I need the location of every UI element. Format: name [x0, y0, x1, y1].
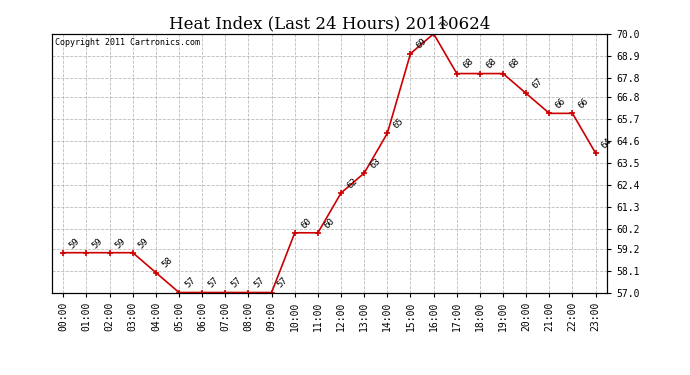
Text: 70: 70 [437, 17, 452, 31]
Text: 57: 57 [253, 276, 266, 290]
Text: 66: 66 [553, 97, 567, 111]
Text: 69: 69 [415, 37, 428, 51]
Text: 67: 67 [531, 77, 544, 91]
Text: 57: 57 [276, 276, 290, 290]
Text: 58: 58 [160, 256, 174, 270]
Text: 57: 57 [184, 276, 197, 290]
Text: 63: 63 [368, 156, 382, 170]
Text: 59: 59 [137, 236, 151, 250]
Text: 68: 68 [484, 57, 498, 71]
Text: 57: 57 [230, 276, 244, 290]
Text: 62: 62 [345, 176, 359, 190]
Text: 65: 65 [391, 117, 406, 130]
Text: Copyright 2011 Cartronics.com: Copyright 2011 Cartronics.com [55, 38, 199, 46]
Title: Heat Index (Last 24 Hours) 20110624: Heat Index (Last 24 Hours) 20110624 [169, 15, 490, 32]
Text: 64: 64 [600, 136, 614, 150]
Text: 60: 60 [299, 216, 313, 230]
Text: 59: 59 [90, 236, 105, 250]
Text: 57: 57 [206, 276, 220, 290]
Text: 68: 68 [507, 57, 521, 71]
Text: 68: 68 [461, 57, 475, 71]
Text: 66: 66 [577, 97, 591, 111]
Text: 59: 59 [114, 236, 128, 250]
Text: 60: 60 [322, 216, 336, 230]
Text: 59: 59 [68, 236, 81, 250]
